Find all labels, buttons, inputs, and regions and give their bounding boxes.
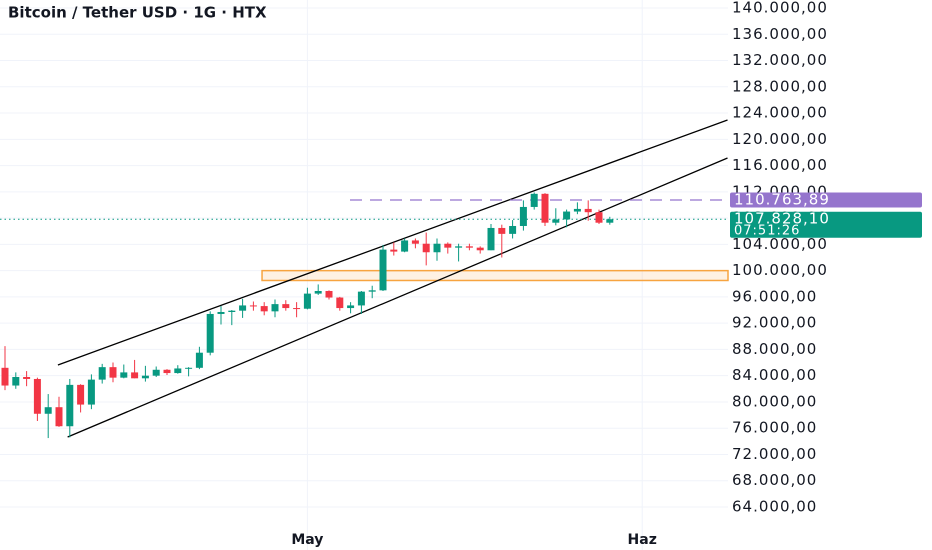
y-tick-label: 116.000,00 xyxy=(732,156,828,174)
candle-body xyxy=(563,211,571,220)
candle-body xyxy=(584,208,592,213)
y-tick-label: 88.000,00 xyxy=(732,340,817,358)
zone xyxy=(261,269,729,282)
y-tick-label: 136.000,00 xyxy=(732,25,828,43)
candle-body xyxy=(23,376,31,379)
candle-body xyxy=(357,291,365,306)
candle-body xyxy=(303,293,311,309)
candle-body xyxy=(120,372,128,378)
x-tick-label: Haz xyxy=(628,532,657,548)
candle-body xyxy=(325,290,333,298)
y-tick-label: 104.000,00 xyxy=(732,235,828,253)
y-tick-label: 124.000,00 xyxy=(732,104,828,122)
candle-body xyxy=(379,249,387,291)
candle-body xyxy=(206,313,214,353)
candle-body xyxy=(185,367,193,369)
candle-body xyxy=(455,246,463,248)
candle-body xyxy=(476,247,484,251)
candle-body xyxy=(228,310,236,312)
y-tick-label: 132.000,00 xyxy=(732,51,828,69)
candle-body xyxy=(163,369,171,374)
candle-body xyxy=(498,227,506,234)
candle-body xyxy=(465,246,473,248)
candle-body xyxy=(55,407,63,427)
candle-body xyxy=(595,212,603,223)
candle-body xyxy=(519,206,527,226)
candle-body xyxy=(249,305,257,307)
price-label-bg xyxy=(730,211,922,238)
candle-body xyxy=(174,368,182,374)
candle-body xyxy=(33,378,41,414)
price-label-bg xyxy=(730,192,922,208)
candle-body xyxy=(217,311,225,314)
candle-body xyxy=(271,304,279,312)
candle-body xyxy=(260,306,268,312)
candle-body xyxy=(390,249,398,252)
candle-body xyxy=(1,367,9,386)
y-tick-label: 68.000,00 xyxy=(732,471,817,489)
candle-body xyxy=(606,219,614,223)
candle-body xyxy=(347,305,355,309)
y-tick-label: 76.000,00 xyxy=(732,419,817,437)
candle-body xyxy=(368,290,376,292)
countdown: 07:51:26 xyxy=(734,224,800,239)
candle-body xyxy=(314,290,322,294)
price-label: 107.828,10 xyxy=(734,210,830,228)
y-tick-label: 128.000,00 xyxy=(732,77,828,95)
candle-body xyxy=(552,219,560,223)
candle-body xyxy=(530,193,538,207)
candle-body xyxy=(411,240,419,244)
candle-body xyxy=(239,305,247,311)
y-tick-label: 84.000,00 xyxy=(732,366,817,384)
candle-body xyxy=(141,375,149,379)
price-label: 110.763,89 xyxy=(734,190,830,208)
candle-body xyxy=(109,367,117,378)
x-tick-label: May xyxy=(291,532,323,548)
candle-body xyxy=(487,227,495,251)
candle-body xyxy=(12,376,20,386)
candle-body xyxy=(87,379,95,405)
candle-body xyxy=(433,243,441,253)
candle-body xyxy=(293,308,301,310)
channel-line xyxy=(57,119,728,366)
candle-body xyxy=(336,297,344,309)
channel-line xyxy=(67,157,728,438)
y-tick-label: 64.000,00 xyxy=(732,497,817,515)
candle-body xyxy=(195,352,203,368)
y-tick-label: 96.000,00 xyxy=(732,287,817,305)
candle-body xyxy=(44,407,52,414)
y-tick-label: 72.000,00 xyxy=(732,445,817,463)
candle-body xyxy=(282,304,290,309)
y-tick-label: 92.000,00 xyxy=(732,314,817,332)
candle-body xyxy=(152,369,160,376)
candle-body xyxy=(66,384,74,427)
chart-title: Bitcoin / Tether USD · 1G · HTX xyxy=(8,4,267,22)
candle-body xyxy=(98,367,106,380)
y-tick-label: 120.000,00 xyxy=(732,130,828,148)
candle-body xyxy=(422,243,430,253)
y-tick-label: 100.000,00 xyxy=(732,261,828,279)
y-tick-label: 140.000,00 xyxy=(732,0,828,17)
candle-body xyxy=(444,243,452,248)
candle-body xyxy=(77,384,85,405)
candle-body xyxy=(573,208,581,212)
candle-body xyxy=(131,372,139,379)
candle-body xyxy=(401,240,409,252)
candle-body xyxy=(541,193,549,223)
candle-body xyxy=(509,225,517,234)
y-tick-label: 80.000,00 xyxy=(732,392,817,410)
